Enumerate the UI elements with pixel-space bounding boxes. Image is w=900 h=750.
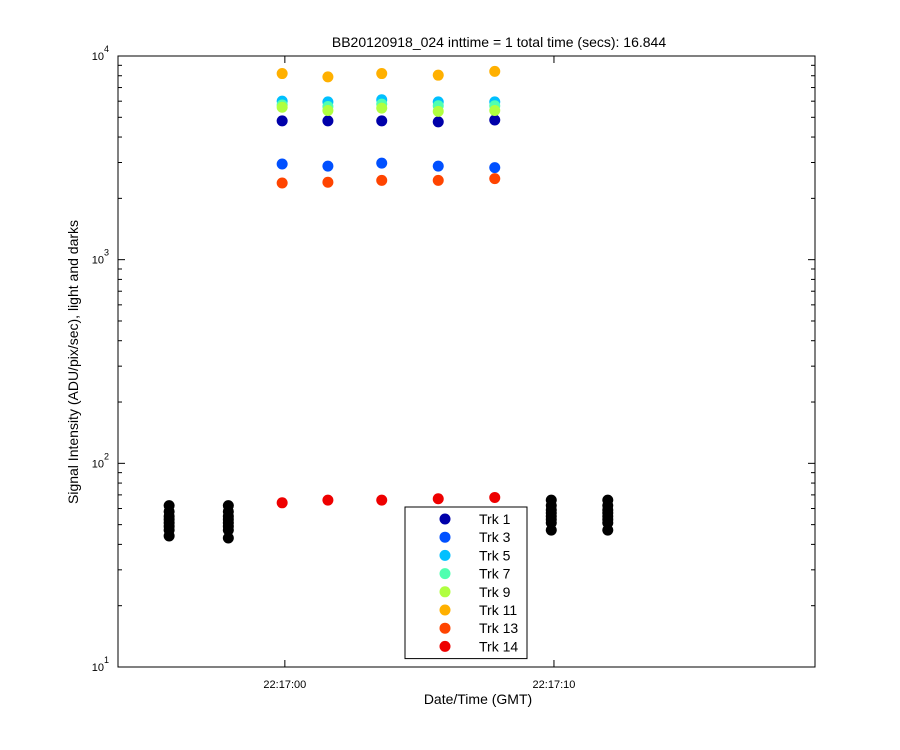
y-tick-exponent: 2 xyxy=(104,451,109,461)
data-point xyxy=(376,102,388,114)
chart-title: BB20120918_024 inttime = 1 total time (s… xyxy=(332,34,666,50)
y-tick-label: 10 xyxy=(92,458,104,470)
data-point xyxy=(322,160,334,172)
data-point xyxy=(376,157,388,169)
x-axis-label: Date/Time (GMT) xyxy=(424,691,532,707)
legend-marker xyxy=(439,513,451,525)
y-tick-exponent: 1 xyxy=(104,655,109,665)
dark-frame-point xyxy=(163,500,175,512)
y-tick-exponent: 3 xyxy=(104,248,109,258)
data-point xyxy=(276,101,288,113)
legend-marker xyxy=(439,604,451,616)
legend-entry-label: Trk 7 xyxy=(479,566,511,582)
data-point xyxy=(432,69,444,81)
data-point xyxy=(322,494,334,506)
data-point xyxy=(489,162,501,174)
data-point xyxy=(322,176,334,188)
data-point xyxy=(432,105,444,117)
data-point xyxy=(489,65,501,77)
legend-entry-label: Trk 11 xyxy=(479,602,517,618)
data-point xyxy=(376,68,388,80)
data-point xyxy=(276,177,288,189)
data-point xyxy=(432,174,444,186)
legend-entry-label: Trk 14 xyxy=(479,638,518,654)
y-tick-exponent: 4 xyxy=(104,44,109,54)
legend-marker xyxy=(439,549,451,561)
data-point xyxy=(489,114,501,126)
legend-entry-label: Trk 9 xyxy=(479,584,511,600)
legend-marker xyxy=(439,586,451,598)
axes-frame xyxy=(117,55,816,668)
data-point xyxy=(432,493,444,505)
data-point xyxy=(376,494,388,506)
legend-marker xyxy=(439,640,451,652)
data-point xyxy=(376,174,388,186)
dark-frame-point xyxy=(545,494,557,506)
legend-marker xyxy=(439,531,451,543)
x-tick-label: 22:17:10 xyxy=(533,679,576,691)
data-point xyxy=(276,68,288,80)
legend-entry-label: Trk 5 xyxy=(479,547,511,563)
data-point xyxy=(489,173,501,185)
dark-frame-point xyxy=(222,532,234,544)
y-axis-label: Signal Intensity (ADU/pix/sec), light an… xyxy=(65,220,81,504)
data-point xyxy=(432,160,444,172)
legend-entry-label: Trk 1 xyxy=(479,511,511,527)
data-point xyxy=(322,105,334,117)
y-tick-label: 10 xyxy=(92,51,104,63)
data-point xyxy=(489,491,501,503)
legend-marker xyxy=(439,622,451,634)
legend-entry-label: Trk 13 xyxy=(479,620,518,636)
y-tick-label: 10 xyxy=(92,255,104,267)
data-point xyxy=(276,497,288,509)
data-point xyxy=(322,71,334,83)
data-point xyxy=(276,115,288,127)
data-point xyxy=(322,115,334,127)
data-point xyxy=(489,105,501,117)
x-tick-label: 22:17:00 xyxy=(263,679,306,691)
legend: Trk 1 Trk 3 Trk 5 Trk 7 Trk 9 Trk 11 Trk 13 Trk… xyxy=(404,506,528,660)
data-point xyxy=(276,158,288,170)
dark-frame-point xyxy=(222,500,234,512)
data-point xyxy=(432,116,444,128)
data-point xyxy=(376,115,388,127)
legend-marker xyxy=(439,568,451,580)
legend-box xyxy=(404,506,528,660)
legend-entry-label: Trk 3 xyxy=(479,529,511,545)
dark-frame-point xyxy=(602,494,614,506)
y-tick-label: 10 xyxy=(92,662,104,674)
